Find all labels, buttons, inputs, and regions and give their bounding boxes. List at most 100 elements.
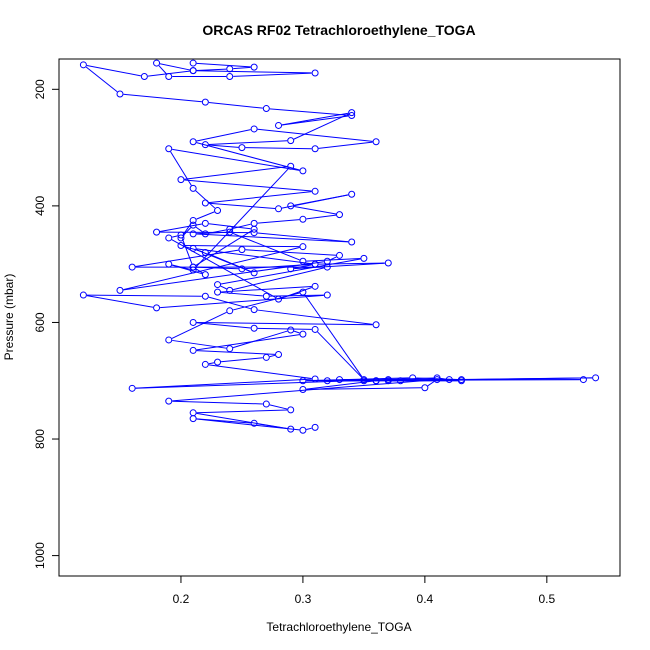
series-segment <box>245 147 312 150</box>
series-segment <box>196 68 227 71</box>
series-segment <box>257 232 349 243</box>
data-point <box>226 72 234 80</box>
data-point <box>323 263 331 271</box>
series-points <box>79 59 600 434</box>
data-point <box>299 243 307 251</box>
series-segment <box>135 378 312 389</box>
series-segment <box>233 66 251 70</box>
series-segment <box>208 253 252 273</box>
series-segment <box>293 330 300 334</box>
series-segment <box>196 322 251 329</box>
data-point <box>201 199 209 207</box>
data-point <box>348 112 356 120</box>
data-point <box>287 425 295 433</box>
series-segment <box>257 219 300 224</box>
data-point <box>445 376 453 384</box>
series-segment <box>294 264 312 269</box>
series-segment <box>85 66 118 93</box>
data-point <box>189 59 197 67</box>
data-point <box>360 254 368 262</box>
series-segment <box>196 142 300 171</box>
data-point <box>116 90 124 98</box>
data-point <box>299 288 307 296</box>
data-point <box>311 145 319 153</box>
x-axis: 0.2 0.3 0.4 0.5 <box>173 575 555 606</box>
series-segment <box>269 354 276 358</box>
data-point <box>226 228 234 236</box>
data-point <box>262 105 270 113</box>
data-point <box>189 184 197 192</box>
data-point <box>189 138 197 146</box>
data-point <box>348 238 356 246</box>
data-point <box>592 374 600 382</box>
series-segment <box>196 409 288 414</box>
data-point <box>189 67 197 75</box>
data-point <box>238 265 246 273</box>
data-point <box>372 138 380 146</box>
data-point <box>299 167 307 175</box>
series-segment <box>159 223 202 232</box>
data-point <box>311 187 319 195</box>
series-segment <box>160 231 251 234</box>
x-axis-label: Tetrachloroethylene_TOGA <box>266 620 411 634</box>
data-point <box>311 282 319 290</box>
data-point <box>238 246 246 254</box>
series-segment <box>232 330 288 349</box>
data-point <box>201 271 209 279</box>
series-segment <box>220 285 227 290</box>
series-segment <box>183 227 192 236</box>
x-tick-label: 0.3 <box>295 592 312 606</box>
series-segment <box>318 262 385 265</box>
series-segment <box>196 334 300 351</box>
data-point <box>226 307 234 315</box>
series-segment <box>184 246 203 253</box>
data-point <box>262 353 270 361</box>
series-segment <box>86 294 202 297</box>
data-point <box>287 406 295 414</box>
series-segment <box>269 108 349 116</box>
data-point <box>348 109 356 117</box>
data-point <box>299 215 307 223</box>
series-segment <box>195 230 252 266</box>
series-segment <box>317 331 362 378</box>
series-segment <box>196 418 300 431</box>
data-point <box>457 377 465 385</box>
series-segment <box>304 294 363 377</box>
x-tick-label: 0.5 <box>538 592 555 606</box>
data-point <box>189 221 197 229</box>
data-point <box>262 400 270 408</box>
data-point <box>262 292 270 300</box>
series-segment <box>257 309 373 325</box>
series-segment <box>281 194 349 209</box>
data-point <box>384 259 392 267</box>
data-point <box>250 419 258 427</box>
data-point <box>226 286 234 294</box>
series-segment <box>208 191 312 204</box>
series-segment <box>195 268 203 274</box>
series-lines <box>85 62 593 431</box>
series-segment <box>220 357 263 363</box>
series-segment <box>196 233 349 243</box>
data-point <box>165 397 173 405</box>
data-point <box>201 292 209 300</box>
series-segment <box>196 321 373 326</box>
data-point <box>336 376 343 384</box>
data-point <box>153 59 161 67</box>
data-point <box>360 377 368 385</box>
data-point <box>287 162 295 170</box>
y-axis: 200 400 600 800 1000 <box>33 79 60 569</box>
data-point <box>189 415 197 423</box>
data-point <box>336 251 343 259</box>
data-point <box>250 306 258 314</box>
data-point <box>226 225 234 233</box>
data-point <box>299 330 307 338</box>
series-segment <box>196 248 312 265</box>
series-segment <box>245 249 337 256</box>
series-segment <box>171 239 276 298</box>
data-point <box>250 324 258 332</box>
series-segment <box>196 62 251 68</box>
series-segment <box>306 387 422 390</box>
series-segment <box>181 238 193 264</box>
series-segment <box>196 211 215 220</box>
data-point <box>153 228 161 236</box>
